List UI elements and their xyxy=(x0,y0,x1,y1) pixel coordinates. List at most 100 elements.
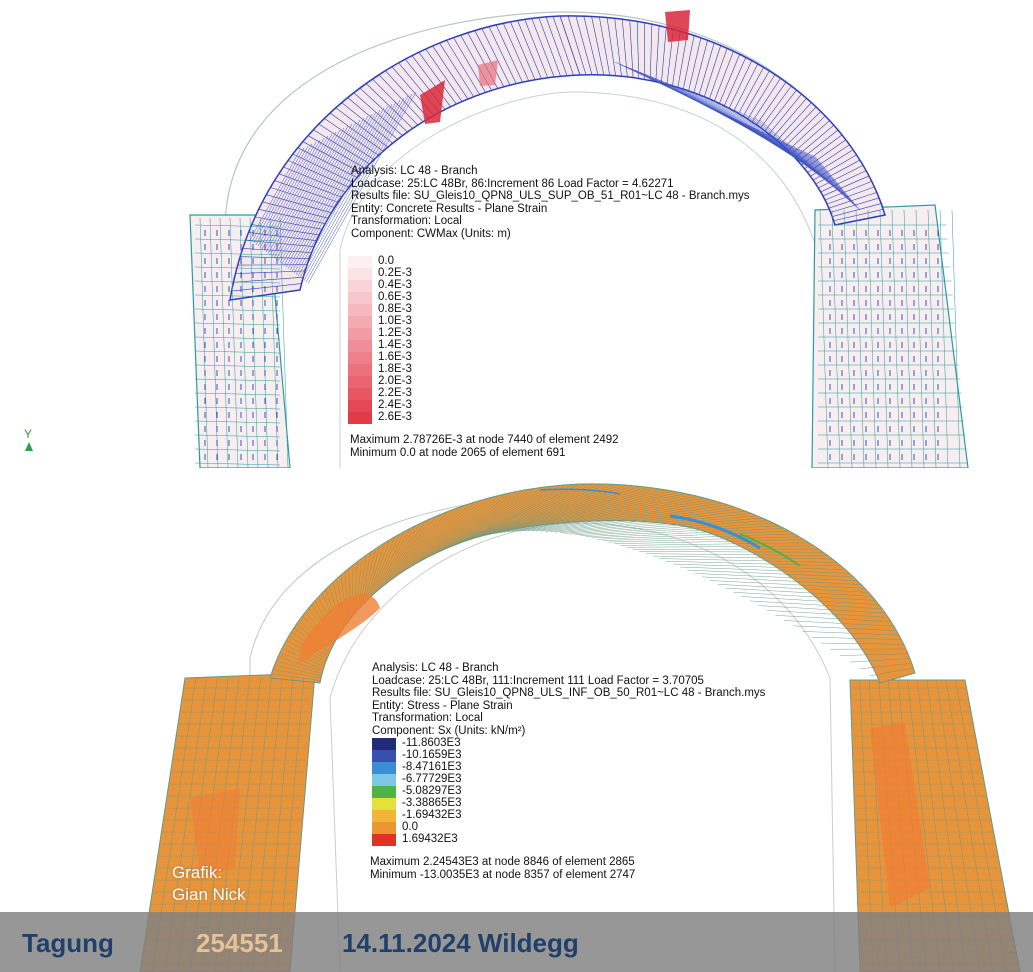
arch-radial-line xyxy=(818,165,864,189)
bottom-arch-radial xyxy=(415,496,494,564)
bottom-arch-radial xyxy=(409,499,482,568)
bottom-arch-radial xyxy=(802,631,900,636)
wall-mesh-lines xyxy=(194,209,968,468)
wall-mesh-v xyxy=(843,209,853,468)
bottom-arch-radial xyxy=(271,673,321,681)
bottom-legend-swatch xyxy=(372,738,396,750)
bottom-arch-radial xyxy=(680,566,850,574)
bottom-arch-radial xyxy=(511,493,686,532)
arch-radial-line xyxy=(636,21,640,79)
bottom-arch-radial xyxy=(717,584,869,593)
wall-mesh-h xyxy=(194,364,281,368)
bottom-arch-radial xyxy=(574,520,769,536)
bottom-arch-radial xyxy=(412,498,488,566)
fan-line-left xyxy=(297,101,397,277)
bottom-arch-radial xyxy=(272,669,321,679)
bottom-arch-radial xyxy=(702,576,862,585)
arch-radial-line xyxy=(780,106,817,145)
wall-mesh-v xyxy=(199,217,209,468)
stress-green-edge xyxy=(739,533,801,567)
bottom-arch-radial xyxy=(433,488,530,555)
arch-radial-line xyxy=(365,83,413,129)
wall-mesh-v xyxy=(831,209,841,468)
wall-mesh-v xyxy=(219,217,229,468)
arch-radial-line xyxy=(439,42,474,97)
fan-line-left xyxy=(279,119,361,263)
bottom-arch-radial xyxy=(446,485,555,549)
fan-line-left xyxy=(259,139,321,248)
bottom-arch-radial xyxy=(540,504,729,532)
arch-radial-line xyxy=(292,153,354,183)
bottom-legend-label: -6.77729E3 xyxy=(402,773,462,785)
top-minimum-text: Minimum 0.0 at node 2065 of element 691 xyxy=(350,446,566,459)
bottom-arch-radial xyxy=(758,605,886,614)
arch-radial-line xyxy=(545,16,568,76)
arch-radial-line xyxy=(583,16,599,75)
bottom-arch-radial xyxy=(486,486,641,536)
bottom-arch-radial xyxy=(585,525,779,538)
arch-radial-line xyxy=(318,123,375,160)
bottom-arch-radial xyxy=(277,656,323,672)
arch-radial-line xyxy=(474,30,505,87)
arch-radial-line xyxy=(302,141,362,174)
wall-mesh-v xyxy=(951,209,961,468)
bottom-arch-radial xyxy=(459,483,581,544)
top-legend-label: 1.6E-3 xyxy=(378,351,412,363)
arch-radial-line xyxy=(552,16,574,76)
bottom-arch-radial xyxy=(709,580,866,589)
fan-line-left xyxy=(291,107,385,272)
top-legend-swatch xyxy=(348,364,372,376)
footer-bar: Tagung 254551 14.11.2024 Wildegg xyxy=(0,912,1033,972)
bottom-arch-radial xyxy=(453,484,568,546)
bottom-arch-radial xyxy=(859,663,912,670)
bottom-arch-radial xyxy=(479,485,628,537)
crack-width-plot: Analysis: LC 48 - Branch Loadcase: 25:LC… xyxy=(0,0,1033,468)
fan-line-left xyxy=(257,141,317,247)
arch-radial-line xyxy=(742,70,770,117)
arch-radial-line xyxy=(432,45,469,100)
stress-blue-edge xyxy=(669,514,761,550)
fan-line-left xyxy=(293,105,389,274)
footer-date: 14.11.2024 Wildegg xyxy=(342,928,579,958)
arch-radial-line xyxy=(723,57,747,106)
footer-code: 254551 xyxy=(196,928,283,958)
top-legend-label: 2.4E-3 xyxy=(378,399,412,411)
arch-radial-line xyxy=(418,52,457,105)
bottom-info-block: Analysis: LC 48 - Branch Loadcase: 25:LC… xyxy=(372,662,765,737)
crack-zone-3 xyxy=(478,60,498,86)
top-maximum-text: Maximum 2.78726E-3 at node 7440 of eleme… xyxy=(350,434,619,446)
arch-radial-line xyxy=(233,276,304,283)
arch-radial-line xyxy=(764,89,797,132)
fan-line-left xyxy=(275,123,353,260)
arch-radial-line xyxy=(824,181,872,201)
arch-radial-line xyxy=(359,87,408,133)
fan-line-left xyxy=(305,93,413,283)
bottom-arch-radial xyxy=(276,660,323,674)
bottom-arch-radial xyxy=(596,530,790,540)
arch-radial-line xyxy=(248,232,317,242)
wall-mesh-v xyxy=(855,209,865,468)
top-legend-swatch xyxy=(348,400,372,412)
bottom-arch-radial xyxy=(666,561,842,567)
top-info-analysis: Analysis: LC 48 - Branch xyxy=(351,165,478,177)
arch-radial-line xyxy=(784,111,821,148)
bottom-legend-label: -10.1659E3 xyxy=(402,749,462,761)
arch-radial-line xyxy=(385,70,429,119)
bottom-arch-radial xyxy=(374,531,405,594)
top-legend-swatch xyxy=(348,328,372,340)
bottom-arch-radial xyxy=(523,497,705,532)
bottom-arch-radial xyxy=(439,487,543,552)
top-legend-label: 1.2E-3 xyxy=(378,327,412,339)
wall-mesh-h xyxy=(194,350,281,354)
wall-mesh-h xyxy=(194,336,281,340)
bottom-arch-radial xyxy=(503,490,673,533)
top-legend-swatch xyxy=(348,268,372,280)
bottom-arch-radial xyxy=(733,592,876,601)
arch-radial-line xyxy=(677,33,688,88)
top-legend-label: 0.6E-3 xyxy=(378,291,412,303)
fan-line-left xyxy=(255,143,313,245)
inner-outline xyxy=(339,91,821,468)
arch-radial-line xyxy=(826,186,875,205)
arch-radial-line xyxy=(834,214,886,226)
bottom-arch-radial xyxy=(673,563,846,570)
